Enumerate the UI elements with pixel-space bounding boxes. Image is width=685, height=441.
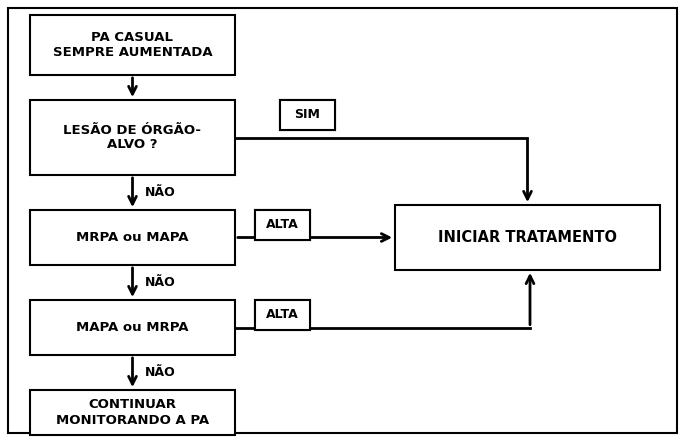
- Bar: [280, 100, 335, 130]
- Text: NÃO: NÃO: [145, 276, 175, 289]
- Text: ALTA: ALTA: [266, 218, 299, 232]
- Text: INICIAR TRATAMENTO: INICIAR TRATAMENTO: [438, 230, 617, 245]
- Text: NÃO: NÃO: [145, 186, 175, 199]
- Text: SIM: SIM: [295, 108, 321, 122]
- Bar: [280, 100, 335, 130]
- Text: MRPA ou MAPA: MRPA ou MAPA: [76, 231, 189, 244]
- Text: LESÃO DE ÓRGÃO-
ALVO ?: LESÃO DE ÓRGÃO- ALVO ?: [64, 123, 201, 152]
- Text: SIM: SIM: [295, 108, 321, 122]
- Text: NÃO: NÃO: [145, 366, 175, 379]
- Text: CONTINUAR
MONITORANDO A PA: CONTINUAR MONITORANDO A PA: [56, 399, 209, 426]
- Text: ALTA: ALTA: [266, 309, 299, 321]
- Bar: [395, 205, 660, 270]
- Bar: [255, 300, 310, 330]
- Bar: [30, 390, 235, 435]
- Bar: [255, 210, 310, 240]
- Bar: [30, 15, 235, 75]
- Text: MAPA ou MRPA: MAPA ou MRPA: [76, 321, 189, 334]
- Bar: [30, 300, 235, 355]
- Text: ALTA: ALTA: [266, 309, 299, 321]
- Bar: [30, 100, 235, 175]
- Text: ALTA: ALTA: [266, 218, 299, 232]
- Text: PA CASUAL
SEMPRE AUMENTADA: PA CASUAL SEMPRE AUMENTADA: [53, 31, 212, 59]
- Bar: [255, 210, 310, 240]
- Bar: [255, 300, 310, 330]
- Bar: [30, 210, 235, 265]
